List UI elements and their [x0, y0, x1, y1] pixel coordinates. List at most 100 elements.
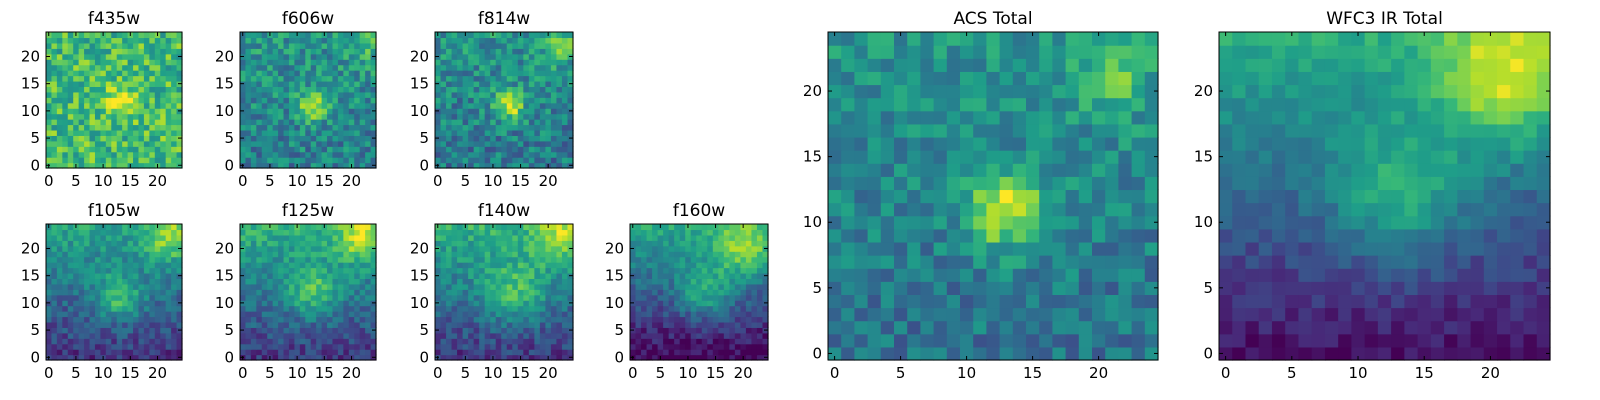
heatmap-cell [907, 268, 921, 282]
heatmap-cell [484, 146, 491, 153]
heatmap-cell [652, 311, 659, 318]
heatmap-cell [138, 53, 145, 60]
heatmap-cell [1012, 307, 1027, 322]
heatmap-cell [73, 124, 80, 131]
heatmap-cell [501, 146, 508, 153]
heatmap-cell [1105, 255, 1119, 269]
heatmap-cell [495, 294, 502, 301]
heatmap-cell [51, 224, 58, 231]
heatmap-cell [67, 37, 74, 44]
heatmap-cell [160, 229, 167, 236]
heatmap-cell [712, 311, 719, 318]
heatmap-cell [712, 283, 719, 290]
heatmap-cell [561, 32, 569, 39]
heatmap-cell [348, 338, 355, 345]
heatmap-cell [149, 124, 156, 131]
heatmap-cell [111, 80, 118, 87]
heatmap-cell [701, 262, 708, 269]
heatmap-cell [165, 289, 172, 296]
heatmap-cell [451, 283, 458, 290]
heatmap-cell [171, 42, 178, 49]
heatmap-cell [240, 234, 247, 241]
heatmap-cell [67, 349, 74, 356]
heatmap-cell [556, 262, 563, 269]
heatmap-cell [316, 283, 323, 290]
heatmap-cell [370, 151, 377, 158]
heatmap-cell [1092, 255, 1106, 269]
heatmap-cell [149, 48, 156, 55]
heatmap-cell [332, 91, 339, 98]
heatmap-cell [696, 338, 703, 345]
heatmap-cell [240, 229, 247, 236]
heatmap-cell [116, 234, 123, 241]
heatmap-cell [78, 119, 85, 126]
heatmap-cell [440, 70, 447, 77]
heatmap-cell [78, 70, 85, 77]
heatmap-cell [171, 294, 178, 301]
heatmap-cell [501, 289, 508, 296]
heatmap-cell [299, 129, 306, 136]
heatmap-cell [51, 151, 58, 158]
heatmap-cell [561, 234, 569, 241]
heatmap-cell [127, 327, 134, 334]
heatmap-cell [512, 332, 519, 339]
heatmap-cell [89, 240, 96, 247]
heatmap-cell [854, 163, 869, 177]
heatmap-cell [359, 305, 366, 312]
heatmap-cell [854, 202, 869, 217]
heatmap-cell [337, 91, 344, 98]
heatmap-cell [160, 278, 167, 285]
heatmap-cell [652, 283, 659, 290]
heatmap-cell [267, 135, 274, 142]
y-tick-label: 0 [224, 348, 234, 366]
heatmap-cell [154, 338, 161, 345]
heatmap-cell [160, 75, 167, 82]
heatmap-cell [446, 86, 453, 93]
heatmap-cell [370, 64, 377, 71]
heatmap-cell [89, 37, 96, 44]
heatmap-cell [278, 113, 285, 120]
heatmap-cell [154, 42, 161, 49]
heatmap-cell [435, 343, 442, 350]
heatmap-cell [718, 338, 725, 345]
heatmap-cell [867, 241, 882, 256]
heatmap-cell [1026, 241, 1040, 256]
heatmap-cell [305, 129, 312, 136]
heatmap-cell [94, 245, 101, 252]
heatmap-cell [321, 343, 328, 350]
heatmap-cell [668, 229, 675, 236]
heatmap-cell [528, 316, 535, 323]
heatmap-cell [685, 294, 692, 301]
heatmap-cell [94, 251, 101, 258]
heatmap-cell [751, 283, 758, 290]
heatmap-cell [365, 108, 372, 115]
heatmap-cell [646, 338, 653, 345]
heatmap-cell [679, 311, 686, 318]
heatmap-cell [122, 316, 129, 323]
heatmap-cell [512, 311, 519, 318]
heatmap-cell [154, 229, 161, 236]
heatmap-cell [457, 300, 464, 307]
heatmap-cell [100, 135, 107, 142]
heatmap-cell [62, 267, 69, 274]
heatmap-cell [973, 241, 987, 256]
heatmap-cell [657, 289, 664, 296]
heatmap-cell [283, 53, 290, 60]
heatmap-cell [256, 245, 263, 252]
heatmap-cell [512, 240, 519, 247]
heatmap-cell [545, 37, 552, 44]
y-tick-label: 5 [30, 129, 40, 147]
heatmap-cell [561, 113, 569, 120]
heatmap-cell [78, 140, 85, 147]
heatmap-cell [261, 102, 268, 109]
heatmap-cell [539, 283, 546, 290]
heatmap-cell [245, 272, 252, 279]
heatmap-cell [267, 283, 274, 290]
heatmap-cell [176, 37, 183, 44]
heatmap-cell [51, 289, 58, 296]
heatmap-cell [506, 146, 513, 153]
heatmap-cell [468, 135, 475, 142]
heatmap-cell [545, 321, 552, 328]
heatmap-cell [473, 294, 480, 301]
